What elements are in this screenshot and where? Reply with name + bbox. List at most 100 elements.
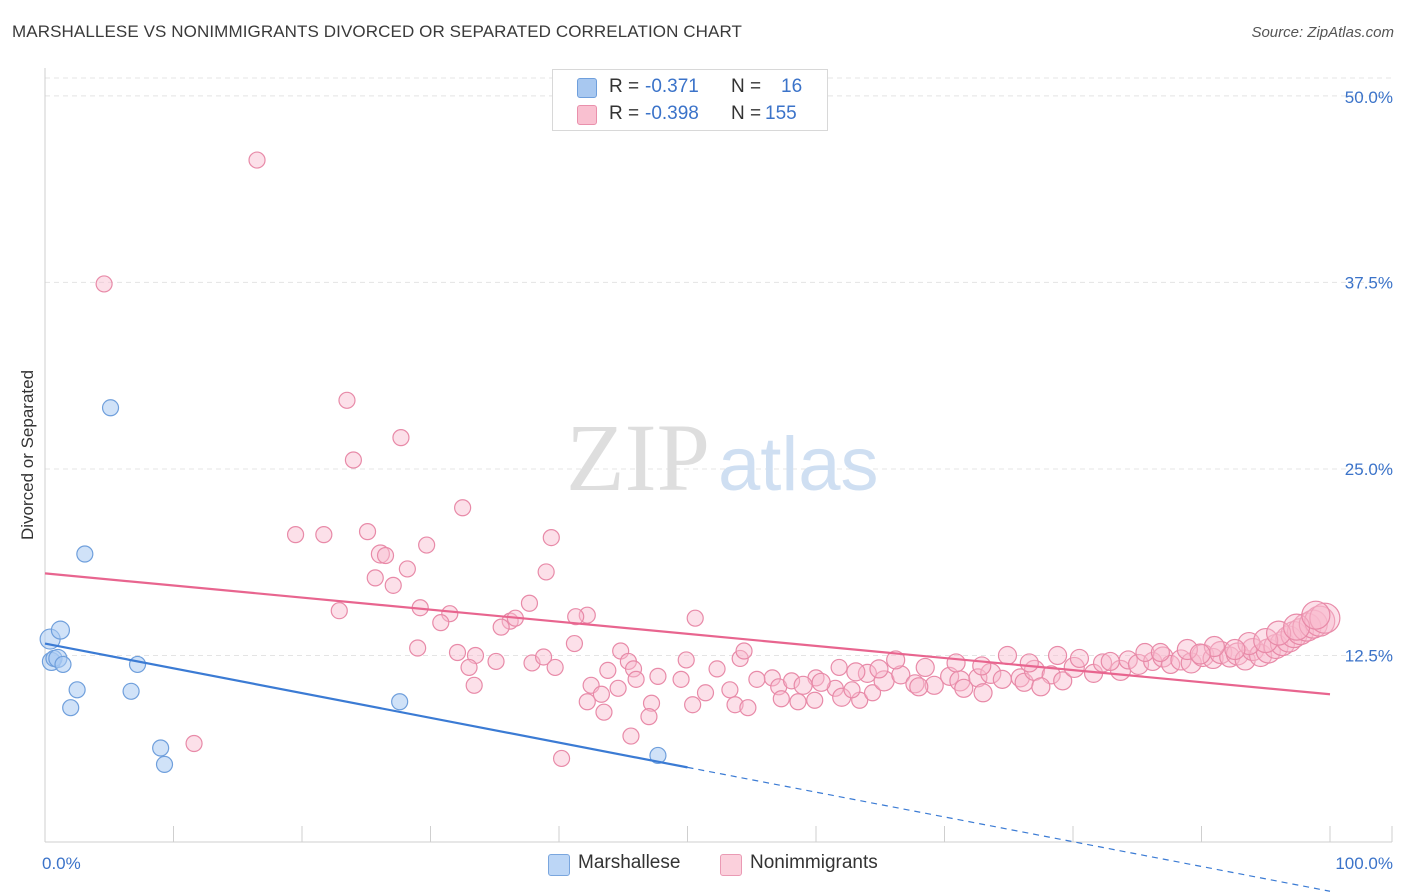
nonimmigrants-point (609, 679, 627, 697)
nonimmigrants-trend-line (44, 572, 1331, 696)
nonimmigrants-point (1301, 600, 1331, 630)
nonimmigrants-point (624, 660, 643, 678)
trend-lines (44, 572, 1331, 892)
nonimmigrants-point (721, 681, 739, 699)
legend-n-value: 155 (765, 103, 797, 124)
marshallese-trend-line (44, 642, 688, 769)
bottom-legend-swatch-marshallese (548, 854, 570, 876)
bottom-legend-label: Nonimmigrants (750, 852, 878, 873)
legend-n-label: N = (731, 103, 762, 124)
nonimmigrants-point (649, 667, 667, 685)
nonimmigrants-point (330, 602, 348, 620)
nonimmigrants-point (542, 528, 560, 547)
nonimmigrants-point (789, 693, 807, 711)
nonimmigrants-point (642, 694, 661, 712)
nonimmigrants-point (487, 652, 505, 671)
nonimmigrants-point (1180, 652, 1202, 674)
nonimmigrants-point (409, 639, 427, 657)
nonimmigrants-point (915, 657, 935, 678)
nonimmigrants-point (454, 499, 472, 517)
nonimmigrants-point (95, 275, 113, 293)
legend-r-value: -0.398 (645, 103, 699, 124)
nonimmigrants-point (708, 660, 726, 678)
nonimmigrants-point (534, 648, 553, 666)
nonimmigrants-point (567, 608, 585, 626)
nonimmigrants-point (441, 605, 459, 623)
nonimmigrants-point (366, 569, 384, 587)
nonimmigrants-point (537, 563, 555, 581)
nonimmigrants-point (1265, 620, 1292, 646)
nonimmigrants-point (1047, 645, 1068, 666)
nonimmigrants-point (1253, 627, 1279, 654)
marshallese-point (54, 655, 72, 674)
marshallese-point (101, 399, 120, 417)
nonimmigrants-point (846, 662, 866, 682)
nonimmigrants-point (972, 656, 992, 676)
nonimmigrants-point (924, 675, 944, 695)
nonimmigrants-point (358, 523, 377, 541)
source-label: Source: ZipAtlas.com (1251, 24, 1394, 41)
marshallese-point (50, 620, 71, 640)
nonimmigrants-point (1063, 656, 1085, 679)
nonimmigrants-point (806, 691, 824, 709)
nonimmigrants-point (726, 696, 744, 714)
nonimmigrants-point (1224, 638, 1246, 661)
nonimmigrants-point (315, 526, 333, 544)
marshallese-point (649, 746, 667, 765)
axes (44, 68, 1393, 843)
nonimmigrants-point (1150, 642, 1170, 663)
legend-n-value: 16 (781, 76, 803, 97)
nonimmigrants-point (843, 681, 861, 699)
y-tick-label: 37.5% (1345, 273, 1393, 292)
legend-row-nonimmigrants: R = -0.398 N = 155 (553, 101, 827, 127)
nonimmigrants-point (185, 734, 203, 753)
nonimmigrants-point (1069, 648, 1090, 669)
marshallese-point (155, 755, 174, 774)
nonimmigrants-point (677, 651, 695, 669)
nonimmigrants-point (1019, 653, 1039, 673)
legend-r-value: -0.371 (645, 76, 699, 97)
nonimmigrants-point (954, 678, 974, 698)
nonimmigrants-point (448, 643, 467, 662)
nonimmigrants-point (863, 684, 882, 702)
legend-swatch-nonimmigrants (577, 105, 597, 125)
nonimmigrants-point (460, 658, 478, 677)
nonimmigrants-point (973, 683, 993, 703)
nonimmigrants-point (772, 690, 790, 708)
nonimmigrants-point (432, 614, 450, 632)
nonimmigrants-point (946, 653, 966, 673)
chart-title: MARSHALLESE VS NONIMMIGRANTS DIVORCED OR… (12, 22, 743, 41)
marshallese-point (62, 699, 80, 717)
nonimmigrants-point (1309, 602, 1341, 634)
legend-swatch-marshallese (577, 78, 597, 98)
nonimmigrants-point (1053, 671, 1073, 691)
marshallese-point (391, 693, 409, 711)
nonimmigrants-point (338, 391, 356, 409)
nonimmigrants-point (793, 675, 813, 695)
watermark: ZIP atlas (566, 404, 879, 511)
nonimmigrants-point (992, 669, 1012, 689)
nonimmigrants-point (465, 676, 483, 694)
nonimmigrants-point (869, 659, 889, 679)
series-nonimmigrants (95, 151, 1341, 768)
nonimmigrants-point (1176, 638, 1198, 661)
nonimmigrants-point (735, 642, 753, 660)
nonimmigrants-point (384, 576, 402, 594)
nonimmigrants-point (997, 645, 1018, 666)
nonimmigrants-point (1100, 651, 1120, 672)
series-marshallese (39, 399, 667, 774)
nonimmigrants-point (398, 560, 416, 578)
nonimmigrants-point (418, 536, 436, 554)
legend-r-label: R = (609, 103, 640, 124)
watermark-zip: ZIP (566, 404, 710, 511)
nonimmigrants-point (968, 668, 988, 688)
nonimmigrants-point (392, 429, 410, 447)
nonimmigrants-point (578, 693, 596, 711)
marshallese-point (122, 682, 140, 700)
nonimmigrants-point (684, 696, 702, 714)
bottom-legend-swatch-nonimmigrants (720, 854, 742, 876)
nonimmigrants-point (492, 618, 510, 636)
nonimmigrants-point (811, 672, 831, 692)
nonimmigrants-point (520, 594, 539, 612)
